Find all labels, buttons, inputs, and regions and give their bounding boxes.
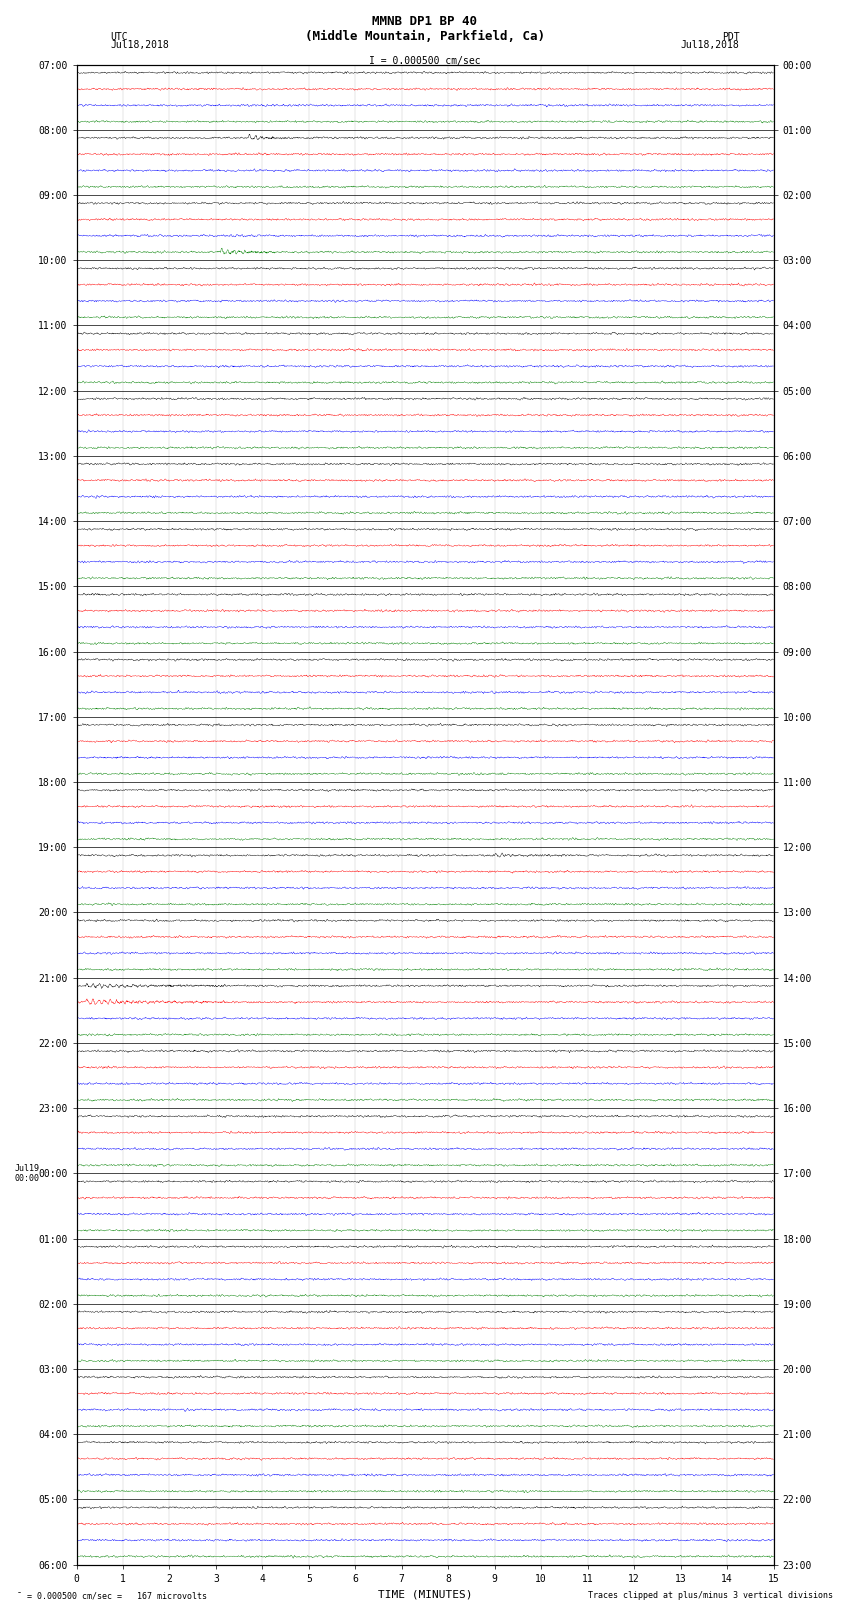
X-axis label: TIME (MINUTES): TIME (MINUTES) xyxy=(377,1589,473,1598)
Text: Jul19
00:00: Jul19 00:00 xyxy=(14,1163,39,1182)
Text: PDT: PDT xyxy=(722,32,740,42)
Text: I = 0.000500 cm/sec: I = 0.000500 cm/sec xyxy=(369,56,481,66)
Title: MMNB DP1 BP 40
(Middle Mountain, Parkfield, Ca): MMNB DP1 BP 40 (Middle Mountain, Parkfie… xyxy=(305,15,545,42)
Text: UTC: UTC xyxy=(110,32,128,42)
Text: Jul18,2018: Jul18,2018 xyxy=(681,40,740,50)
Text: Jul18,2018: Jul18,2018 xyxy=(110,40,169,50)
Text: ¯ = 0.000500 cm/sec =   167 microvolts: ¯ = 0.000500 cm/sec = 167 microvolts xyxy=(17,1590,207,1600)
Text: Traces clipped at plus/minus 3 vertical divisions: Traces clipped at plus/minus 3 vertical … xyxy=(588,1590,833,1600)
